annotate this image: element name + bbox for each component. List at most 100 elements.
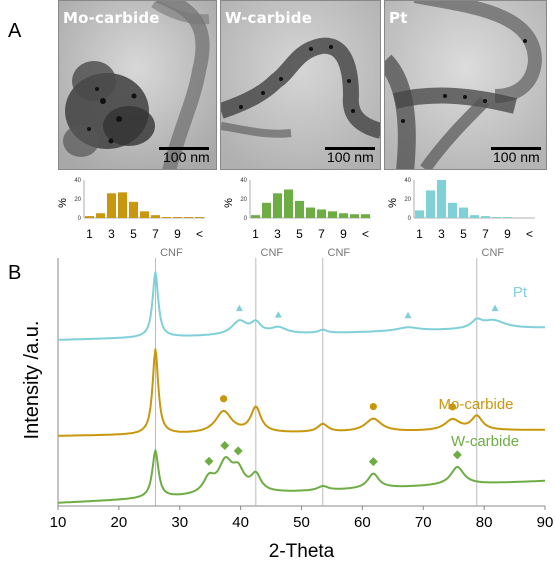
hist-ytick-label: 40 [74, 178, 81, 184]
hist-ylabel: % [223, 198, 235, 208]
hist-bar [415, 210, 424, 218]
hist-bar [251, 215, 260, 218]
xrd-xtick-label: 20 [111, 514, 128, 531]
hist-ytick-label: 40 [404, 178, 411, 184]
hist-ytick-label: 20 [404, 197, 411, 203]
xrd-xtick-label: 70 [415, 514, 432, 531]
scale-bar-w [325, 147, 375, 150]
hist-ylabel: % [387, 198, 399, 208]
panel-label-b: B [8, 262, 22, 284]
xrd-marker-triangle [404, 311, 412, 319]
xrd-marker-diamond [204, 456, 214, 466]
hist-ytick-label: 20 [240, 197, 247, 203]
hist-bar [339, 213, 348, 218]
hist-bar [306, 207, 315, 218]
tem-label-pt: Pt [389, 9, 408, 27]
hist-xtick-label: 7 [152, 227, 159, 241]
hist-bar [361, 214, 370, 218]
panel-label-a: A [8, 20, 22, 42]
hist-bar [129, 201, 138, 218]
hist-xtick-label: 5 [460, 227, 467, 241]
tem-image-mo-carbide: Mo-carbide 100 nm [58, 0, 217, 170]
cnf-label: CNF [328, 247, 351, 259]
tem-label-w: W-carbide [225, 9, 313, 27]
xrd-xlabel: 2-Theta [269, 541, 335, 562]
xrd-xtick-label: 50 [293, 514, 310, 531]
hist-xtick-label: 9 [504, 227, 511, 241]
xrd-xtick-label: 30 [171, 514, 188, 531]
xrd-marker-triangle [491, 304, 499, 312]
hist-bar [273, 193, 282, 218]
hist-ylabel: % [57, 198, 69, 208]
hist-bar [503, 217, 512, 218]
xrd-marker-triangle [274, 311, 282, 318]
hist-xtick-label: 9 [174, 227, 181, 241]
cnf-label: CNF [261, 247, 284, 259]
hist-bar [492, 217, 501, 218]
hist-bar [459, 207, 468, 218]
xrd-series-label: Pt [513, 284, 528, 301]
hist-bar [118, 192, 127, 218]
hist-bar [328, 211, 337, 218]
hist-ytick-label: 0 [244, 216, 248, 222]
hist-bar [107, 193, 116, 218]
hist-bar [195, 217, 204, 218]
xrd-xtick-label: 90 [537, 514, 554, 531]
hist-bar [151, 215, 160, 218]
hist-xtick-label: 1 [86, 227, 93, 241]
scale-bar-pt [491, 147, 541, 150]
xrd-marker-circle [369, 403, 377, 411]
hist-xtick-label: 3 [108, 227, 115, 241]
hist-xtick-label: 7 [482, 227, 489, 241]
hist-xtick-label: < [526, 227, 533, 241]
hist-xtick-label: 3 [438, 227, 445, 241]
hist-bar [317, 209, 326, 218]
hist-xtick-label: 3 [274, 227, 281, 241]
scale-text-pt: 100 nm [493, 149, 540, 165]
tem-image-pt: Pt 100 nm [384, 0, 547, 170]
tem-micrograph-pt [385, 1, 546, 169]
xrd-xtick-label: 10 [50, 514, 67, 531]
xrd-xtick-label: 60 [354, 514, 371, 531]
xrd-series-label: Mo-carbide [438, 396, 513, 413]
hist-ytick-label: 20 [74, 197, 81, 203]
hist-bar [96, 213, 105, 218]
xrd-marker-diamond [233, 446, 243, 456]
cnf-label: CNF [160, 247, 183, 259]
xrd-series-line-2 [57, 449, 545, 504]
hist-bar [173, 217, 182, 218]
xrd-marker-diamond [368, 457, 378, 467]
hist-bar [262, 202, 271, 218]
hist-bar [437, 180, 446, 218]
xrd-series-line-0 [58, 271, 545, 341]
scale-bar-mo [159, 147, 209, 150]
hist-ytick-label: 0 [78, 216, 82, 222]
xrd-marker-circle [219, 395, 228, 403]
xrd-xtick-label: 80 [476, 514, 493, 531]
hist-xtick-label: 1 [416, 227, 423, 241]
hist-bar [470, 215, 479, 218]
xrd-marker-triangle [235, 304, 243, 312]
xrd-xtick-label: 40 [232, 514, 249, 531]
hist-xtick-label: 9 [340, 227, 347, 241]
hist-ytick-label: 0 [408, 216, 412, 222]
hist-bar [350, 214, 359, 218]
cnf-label: CNF [482, 247, 505, 259]
xrd-series-line-1 [58, 348, 545, 437]
hist-xtick-label: 5 [130, 227, 137, 241]
tem-micrograph-w [221, 1, 380, 169]
xrd-marker-diamond [452, 450, 462, 460]
tem-micrograph-mo [59, 1, 216, 169]
hist-bar [448, 202, 457, 218]
tem-image-w-carbide: W-carbide 100 nm [220, 0, 381, 170]
hist-xtick-label: 7 [318, 227, 325, 241]
hist-xtick-label: 1 [252, 227, 259, 241]
xrd-series-label: W-carbide [451, 433, 519, 450]
hist-bar [184, 217, 193, 218]
hist-bar [284, 189, 293, 218]
hist-xtick-label: < [196, 227, 203, 241]
hist-bar [85, 216, 94, 218]
xrd-marker-circle [448, 403, 457, 411]
